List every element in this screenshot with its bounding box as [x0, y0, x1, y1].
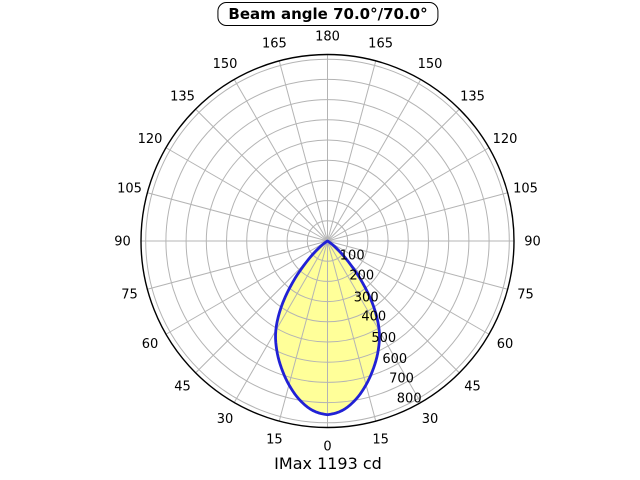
angle-tick-label: 150 [213, 57, 238, 72]
radial-tick-label: 700 [389, 371, 414, 386]
grid-spoke [327, 240, 508, 290]
angle-tick-label: 60 [142, 337, 159, 352]
grid-spoke [165, 240, 328, 335]
grid-spoke [327, 192, 508, 242]
radial-tick-label: 600 [382, 352, 407, 367]
grid-spoke [327, 79, 422, 242]
polar-axis-circle [140, 53, 515, 429]
angle-tick-label: 75 [121, 288, 138, 303]
imax-label: IMax 1193 cd [274, 454, 382, 473]
radial-tick-label: 500 [371, 331, 396, 346]
angle-tick-label: 150 [418, 57, 443, 72]
angle-tick-label: 75 [517, 288, 534, 303]
radial-tick-label: 100 [340, 249, 365, 264]
grid-spoke [327, 108, 460, 242]
radial-tick-label: 300 [354, 290, 379, 305]
radial-tick-label: 400 [361, 309, 386, 324]
angle-tick-label: 45 [464, 380, 481, 395]
grid-spoke [233, 79, 328, 242]
angle-tick-label: 165 [262, 37, 287, 52]
grid-spoke [278, 240, 328, 422]
beam-curve [274, 239, 381, 417]
angle-tick-label: 165 [368, 37, 393, 52]
angle-tick-label: 105 [513, 181, 538, 196]
angle-tick-label: 135 [170, 90, 195, 105]
angle-tick-label: 30 [217, 412, 234, 427]
angle-tick-label: 120 [138, 132, 163, 147]
angle-tick-label: 90 [114, 235, 131, 250]
angle-tick-label: 90 [524, 235, 541, 250]
grid-spoke [147, 240, 328, 290]
grid-spoke [195, 108, 328, 242]
page-title: Beam angle 70.0°/70.0° [217, 2, 439, 26]
radial-tick-label: 200 [349, 269, 374, 284]
angle-tick-label: 0 [323, 440, 331, 455]
grid-spoke [327, 240, 490, 335]
grid-spoke [327, 240, 422, 403]
angle-tick-label: 180 [315, 30, 340, 45]
grid-spoke [165, 147, 328, 242]
grid-spoke [233, 240, 328, 403]
grid-spoke [327, 240, 377, 422]
angle-tick-label: 120 [493, 132, 518, 147]
grid-spoke [327, 60, 377, 242]
grid-spoke [278, 60, 328, 242]
angle-tick-label: 135 [460, 90, 485, 105]
grid-spoke [147, 192, 328, 242]
radial-tick-label: 800 [397, 391, 422, 406]
angle-tick-label: 60 [497, 337, 514, 352]
angle-tick-label: 105 [117, 181, 142, 196]
grid-spoke [327, 147, 490, 242]
angle-tick-label: 15 [266, 433, 283, 448]
angle-tick-label: 45 [174, 380, 191, 395]
angle-tick-label: 30 [422, 412, 439, 427]
angle-tick-label: 15 [372, 433, 389, 448]
